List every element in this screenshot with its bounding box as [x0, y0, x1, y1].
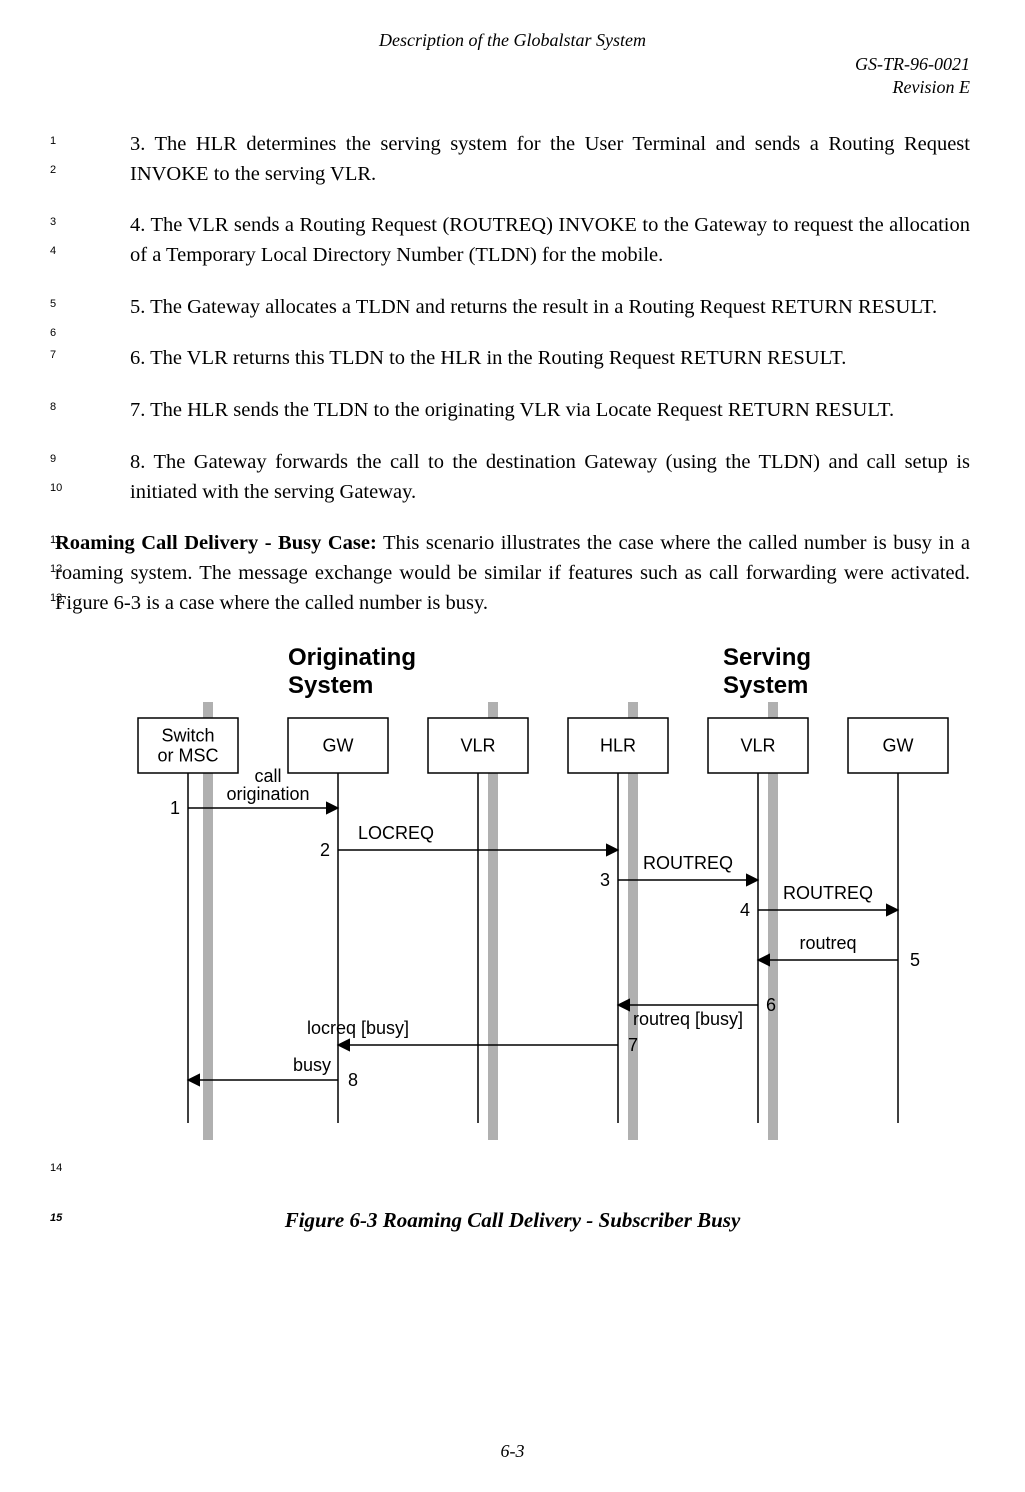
figure-6-3: 14 OriginatingSystemServingSystemSwitcho… — [55, 640, 970, 1190]
paragraph-3: 1 2 3. The HLR determines the serving sy… — [130, 130, 970, 189]
svg-text:GW: GW — [882, 736, 913, 756]
svg-text:5: 5 — [910, 950, 920, 970]
svg-text:System: System — [723, 672, 808, 699]
svg-text:call: call — [254, 766, 281, 786]
svg-text:2: 2 — [319, 840, 329, 860]
line-num: 7 — [50, 348, 70, 364]
para-text: 5. The Gateway allocates a TLDN and retu… — [130, 296, 937, 318]
line-num: 15 — [50, 1212, 70, 1224]
line-num: 8 — [50, 400, 70, 416]
line-num: 11 — [50, 533, 70, 549]
line-num: 9 — [50, 452, 70, 468]
svg-text:HLR: HLR — [599, 736, 635, 756]
svg-text:VLR: VLR — [740, 736, 775, 756]
para-text: 3. The HLR determines the serving system… — [130, 133, 970, 185]
header-title: Description of the Globalstar System — [55, 30, 970, 51]
paragraph-8: 9 10 8. The Gateway forwards the call to… — [130, 448, 970, 507]
svg-text:or MSC: or MSC — [157, 746, 218, 766]
para-text: 6. The VLR returns this TLDN to the HLR … — [130, 347, 846, 369]
paragraph-5: 5 6 5. The Gateway allocates a TLDN and … — [130, 293, 970, 323]
line-num: 4 — [50, 244, 70, 260]
svg-text:ROUTREQ: ROUTREQ — [783, 883, 873, 903]
line-num: 1 — [50, 134, 70, 150]
line-num: 14 — [50, 1162, 70, 1174]
svg-text:busy: busy — [293, 1055, 331, 1075]
svg-text:3: 3 — [599, 870, 609, 890]
para-text: 7. The HLR sends the TLDN to the origina… — [130, 399, 894, 421]
svg-text:1: 1 — [169, 798, 179, 818]
sequence-diagram-svg: OriginatingSystemServingSystemSwitchor M… — [73, 640, 953, 1160]
svg-text:Switch: Switch — [161, 726, 214, 746]
figure-caption: 15 Figure 6-3 Roaming Call Delivery - Su… — [55, 1208, 970, 1233]
header-meta: GS-TR-96-0021 Revision E — [55, 53, 970, 100]
caption-text: Figure 6-3 Roaming Call Delivery - Subsc… — [285, 1208, 741, 1232]
svg-text:routreq [busy]: routreq [busy] — [632, 1009, 742, 1029]
svg-text:ROUTREQ: ROUTREQ — [643, 853, 733, 873]
line-num: 13 — [50, 591, 70, 607]
svg-text:GW: GW — [322, 736, 353, 756]
svg-text:LOCREQ: LOCREQ — [358, 823, 434, 843]
paragraph-4: 3 4 4. The VLR sends a Routing Request (… — [130, 211, 970, 270]
svg-text:Originating: Originating — [288, 644, 416, 671]
svg-text:Serving: Serving — [723, 644, 811, 671]
svg-text:7: 7 — [628, 1035, 638, 1055]
line-num: 3 — [50, 215, 70, 231]
para-text: 4. The VLR sends a Routing Request (ROUT… — [130, 214, 970, 266]
paragraph-7: 8 7. The HLR sends the TLDN to the origi… — [130, 396, 970, 426]
line-num: 5 — [50, 297, 70, 313]
svg-text:origination: origination — [226, 784, 309, 804]
doc-id: GS-TR-96-0021 — [855, 54, 970, 74]
svg-text:8: 8 — [348, 1070, 358, 1090]
content: 1 2 3. The HLR determines the serving sy… — [55, 130, 970, 1234]
paragraph-6: 7 6. The VLR returns this TLDN to the HL… — [130, 344, 970, 374]
svg-text:VLR: VLR — [460, 736, 495, 756]
svg-text:System: System — [288, 672, 373, 699]
line-num: 2 — [50, 163, 70, 179]
page-footer: 6-3 — [0, 1441, 1025, 1462]
line-num: 6 — [50, 326, 70, 342]
svg-text:routreq: routreq — [799, 933, 856, 953]
roaming-bold: Roaming Call Delivery - Busy Case: — [55, 532, 377, 554]
paragraph-roaming: 11 12 13 Roaming Call Delivery - Busy Ca… — [55, 529, 970, 618]
line-num: 12 — [50, 562, 70, 578]
svg-text:6: 6 — [766, 995, 776, 1015]
para-text: 8. The Gateway forwards the call to the … — [130, 451, 970, 503]
revision: Revision E — [893, 77, 970, 97]
line-num: 10 — [50, 481, 70, 497]
svg-text:4: 4 — [739, 900, 749, 920]
svg-text:locreq [busy]: locreq [busy] — [306, 1018, 408, 1038]
